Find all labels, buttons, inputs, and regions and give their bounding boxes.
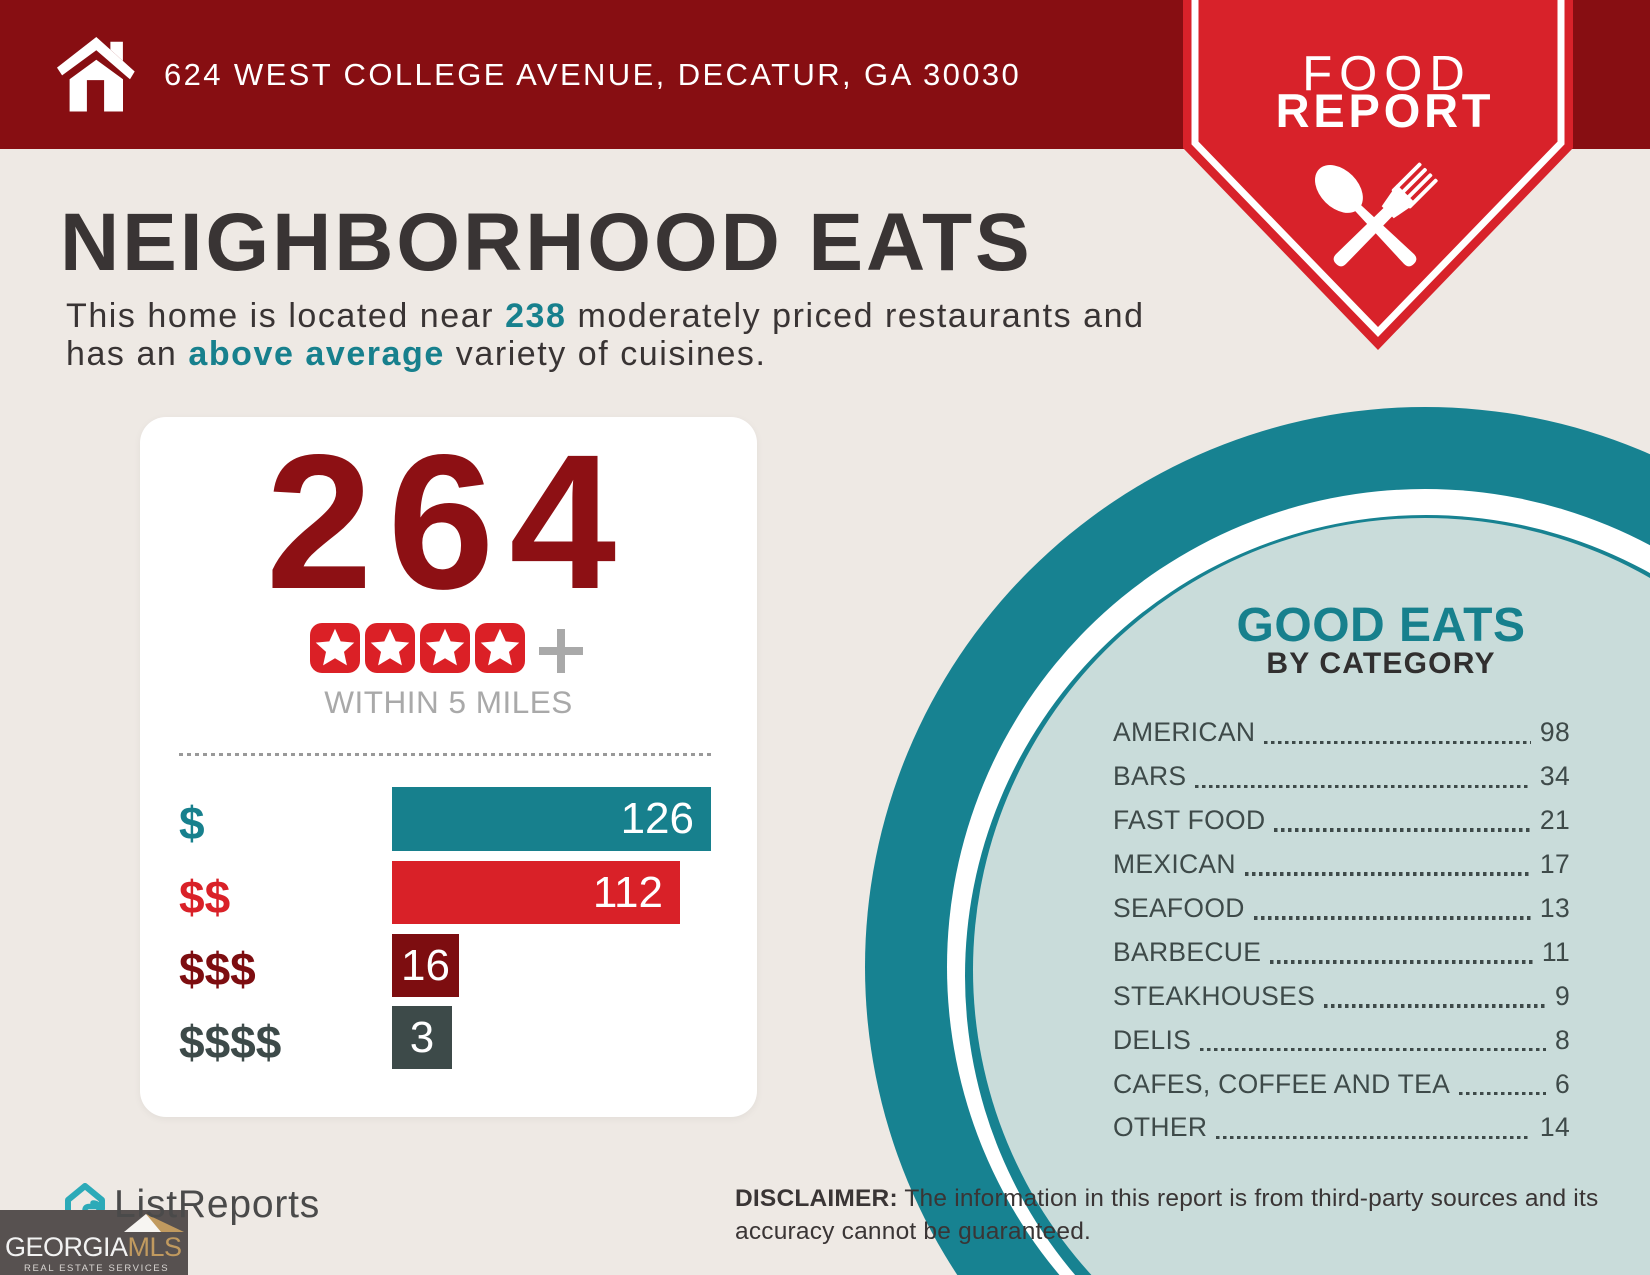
svg-text:REAL ESTATE SERVICES: REAL ESTATE SERVICES	[24, 1263, 169, 1274]
svg-text:GEORGIAMLS: GEORGIAMLS	[5, 1232, 182, 1262]
